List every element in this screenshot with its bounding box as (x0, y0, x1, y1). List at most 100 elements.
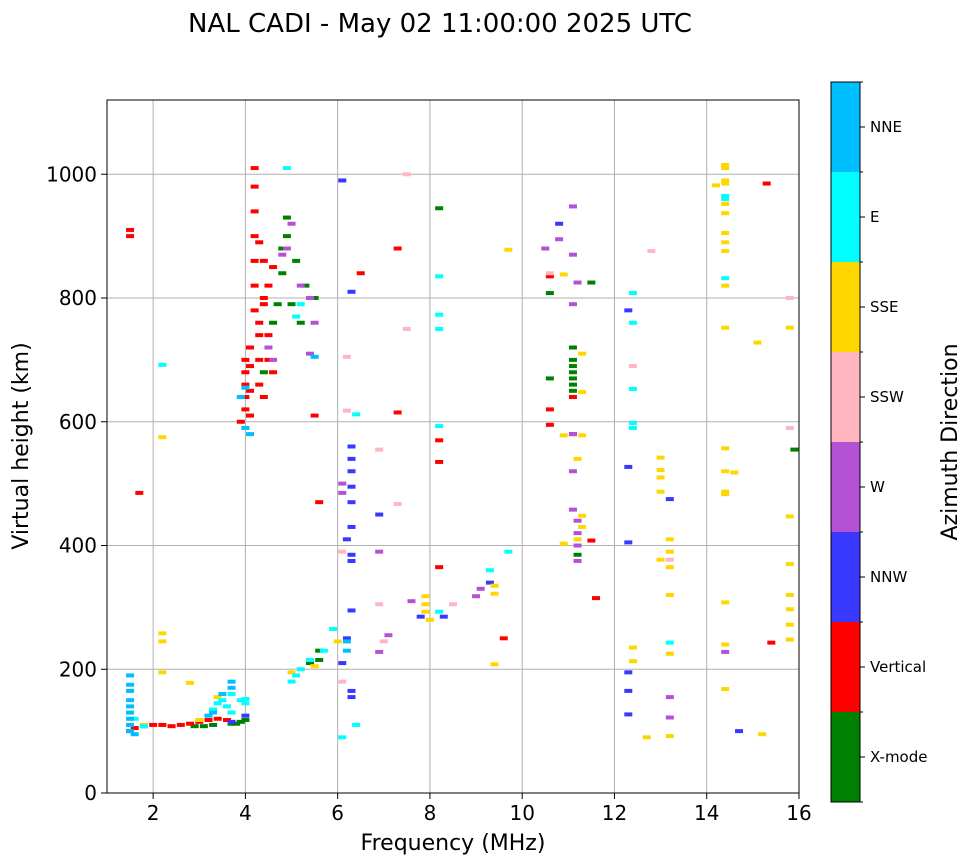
data-point (578, 390, 587, 395)
x-axis-label: Frequency (MHz) (361, 831, 546, 856)
data-point (347, 456, 356, 461)
data-point (435, 438, 444, 443)
plot-background (107, 100, 799, 793)
data-point (213, 716, 222, 721)
data-point (190, 724, 199, 729)
data-point (762, 181, 771, 186)
data-point (379, 639, 388, 644)
data-point (186, 680, 195, 685)
data-point (628, 386, 637, 391)
data-point (158, 639, 167, 644)
data-point (236, 698, 245, 703)
x-tick-label: 12 (602, 801, 627, 825)
data-point (347, 524, 356, 529)
data-point (342, 639, 351, 644)
data-point (568, 469, 577, 474)
series-e (130, 166, 730, 740)
y-axis-ticks: 0 200 400 600 800 1000 (46, 162, 107, 805)
data-point (628, 364, 637, 369)
data-point (568, 345, 577, 350)
data-point (222, 717, 231, 722)
series-nne (126, 354, 351, 737)
data-point (305, 657, 314, 662)
data-point (656, 468, 665, 473)
data-point (785, 325, 794, 330)
data-point (568, 302, 577, 307)
data-point (628, 320, 637, 325)
series-nnw (227, 178, 744, 734)
data-point (236, 395, 245, 399)
data-point (126, 729, 135, 734)
data-point (227, 679, 236, 684)
data-point (315, 648, 324, 653)
colorbar-tick-label: X-mode (870, 748, 927, 766)
data-point (338, 735, 347, 740)
data-point (721, 600, 730, 605)
data-point (721, 166, 730, 171)
data-point (209, 707, 218, 712)
data-point (628, 291, 637, 296)
data-point (407, 599, 416, 604)
data-point (435, 609, 444, 614)
data-point (264, 333, 273, 338)
data-point (218, 698, 227, 703)
data-point (568, 395, 577, 399)
data-point (785, 425, 794, 430)
chart-title: NAL CADI - May 02 11:00:00 2025 UTC (188, 9, 692, 39)
data-point (255, 357, 264, 362)
data-point (250, 283, 259, 288)
data-point (721, 446, 730, 451)
data-point (421, 602, 430, 607)
data-point (568, 364, 577, 369)
data-point (375, 649, 384, 654)
data-point (269, 320, 278, 325)
data-point (296, 667, 305, 672)
data-point (199, 724, 208, 729)
data-point (296, 283, 305, 288)
data-point (282, 166, 291, 171)
data-point (665, 715, 674, 720)
data-point (126, 234, 135, 239)
data-point (130, 716, 139, 721)
data-point (628, 659, 637, 664)
data-point (721, 240, 730, 245)
data-point (499, 636, 508, 641)
data-point (204, 717, 213, 722)
x-tick-label: 4 (239, 801, 252, 825)
data-point (292, 314, 301, 319)
data-point (721, 178, 730, 183)
data-point (305, 351, 314, 356)
y-tick-label: 0 (84, 781, 97, 805)
data-point (310, 296, 319, 300)
data-point (393, 410, 402, 415)
data-point (545, 274, 554, 279)
data-point (568, 382, 577, 387)
data-point (624, 540, 633, 545)
data-point (721, 162, 730, 167)
data-point (264, 283, 273, 288)
data-point (347, 552, 356, 557)
x-tick-label: 6 (331, 801, 344, 825)
data-point (342, 408, 351, 413)
data-point (241, 385, 250, 390)
data-point (665, 565, 674, 570)
data-point (721, 325, 730, 330)
data-point (246, 432, 255, 437)
data-point (301, 283, 310, 288)
data-point (721, 283, 730, 288)
data-point (578, 513, 587, 518)
data-point (721, 276, 730, 281)
data-point (767, 640, 776, 645)
data-point (135, 490, 144, 495)
data-point (250, 184, 259, 189)
data-point (559, 433, 568, 438)
data-point (273, 302, 282, 307)
colorbar-segment (831, 442, 860, 532)
data-point (624, 712, 633, 717)
data-point (287, 221, 296, 226)
data-point (490, 591, 499, 596)
data-point (255, 333, 264, 338)
data-point (568, 507, 577, 512)
data-point (753, 340, 762, 345)
